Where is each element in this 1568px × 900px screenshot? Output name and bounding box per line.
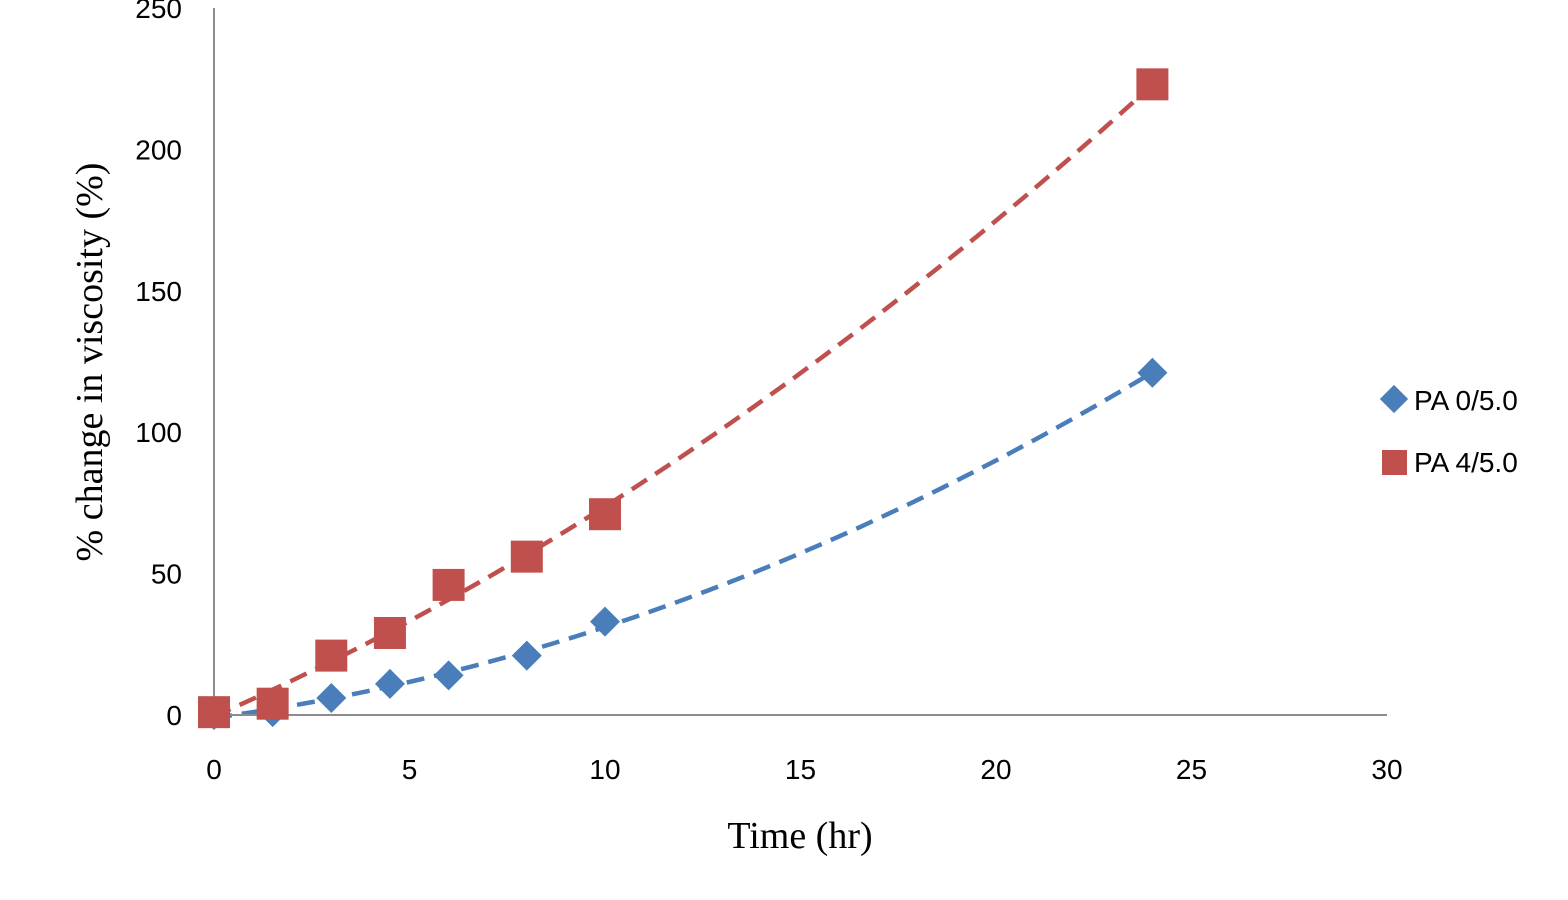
trendlines [213, 83, 1154, 720]
legend-item-pa-0-5: PA 0/5.0 [1379, 384, 1518, 416]
legend-marker-diamond [1379, 384, 1409, 414]
y-tick-label: 0 [166, 700, 182, 731]
y-tick-label: 250 [135, 0, 182, 24]
data-markers [198, 68, 1169, 730]
x-tick-label: 15 [785, 754, 816, 785]
data-point-square [589, 498, 621, 531]
data-point-square [256, 687, 289, 720]
x-tick-label: 25 [1176, 754, 1207, 785]
y-tick-label: 200 [135, 134, 182, 165]
legend-label-pa-4-5: PA 4/5.0 [1414, 447, 1518, 478]
x-tick-label: 30 [1371, 754, 1402, 785]
data-point-square [315, 639, 348, 672]
y-tick-label: 150 [135, 276, 182, 307]
data-point-diamond [590, 606, 620, 637]
data-point-diamond [374, 668, 405, 699]
legend-item-pa-4-5: PA 4/5.0 [1382, 447, 1518, 478]
data-point-diamond [433, 660, 464, 691]
x-tick-label: 20 [980, 754, 1011, 785]
trendline-series-0 [213, 370, 1154, 720]
data-point-diamond [1137, 357, 1168, 388]
data-point-square [1136, 68, 1169, 101]
data-point-square [373, 616, 406, 649]
x-tick-label: 0 [206, 754, 222, 785]
data-point-square [198, 696, 230, 729]
y-tick-label: 100 [135, 417, 182, 448]
data-point-square [432, 568, 465, 601]
y-tick-labels: 0 50 100 150 200 250 [135, 0, 182, 731]
x-tick-label: 10 [589, 754, 620, 785]
x-tick-label: 5 [402, 754, 418, 785]
data-point-diamond [316, 683, 347, 714]
x-tick-labels: 0 5 10 15 20 25 30 [206, 754, 1402, 785]
legend: PA 0/5.0 PA 4/5.0 [1379, 384, 1518, 478]
y-tick-label: 50 [151, 559, 182, 590]
legend-marker-square [1382, 450, 1407, 475]
data-point-diamond [511, 640, 542, 671]
trendline-series-1 [213, 83, 1154, 719]
legend-label-pa-0-5: PA 0/5.0 [1414, 385, 1518, 416]
y-axis-title: % change in viscosity (%) [69, 163, 111, 562]
x-axis-title: Time (hr) [727, 815, 872, 857]
data-point-square [510, 540, 543, 573]
